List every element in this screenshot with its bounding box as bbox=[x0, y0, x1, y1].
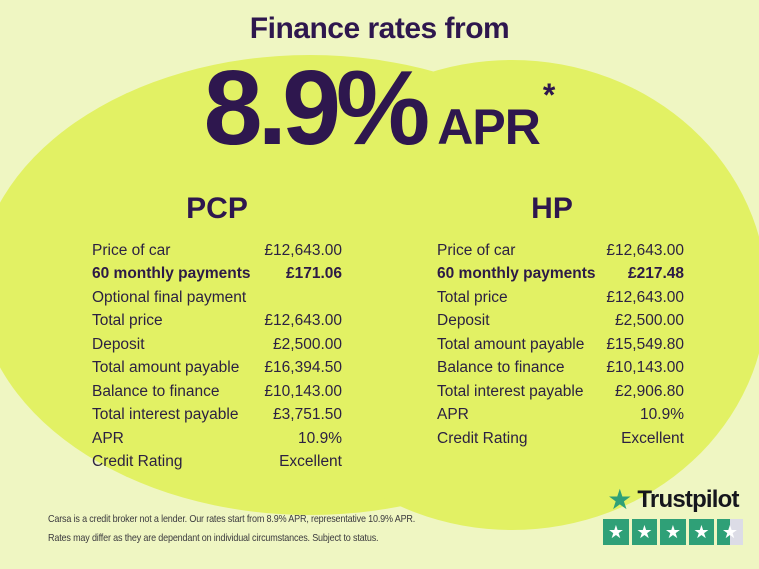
star-icon: ★ bbox=[721, 521, 739, 542]
table-row: Total interest payable £3,751.50 bbox=[92, 404, 342, 428]
row-label: Balance to finance bbox=[437, 359, 565, 377]
table-row: Optional final payment bbox=[92, 286, 342, 310]
hp-column-title: HP bbox=[531, 192, 573, 225]
star-icon: ★ bbox=[636, 521, 653, 542]
row-value: £12,643.00 bbox=[264, 241, 342, 259]
legal-disclaimer-line1: Carsa is a credit broker not a lender. O… bbox=[48, 513, 416, 525]
row-value: £10,143.00 bbox=[264, 382, 342, 400]
table-row: Deposit £2,500.00 bbox=[92, 333, 342, 357]
row-label: Price of car bbox=[437, 241, 516, 259]
row-label: Credit Rating bbox=[92, 453, 183, 471]
trustpilot-star-2: ★ bbox=[631, 519, 658, 545]
row-label: Deposit bbox=[92, 335, 145, 353]
legal-disclaimer: Carsa is a credit broker not a lender. O… bbox=[48, 510, 495, 548]
headline-rate-value: 8.9% bbox=[203, 49, 431, 167]
row-value: Excellent bbox=[279, 453, 342, 471]
table-row: Balance to finance £10,143.00 bbox=[92, 380, 342, 404]
row-value: £217.48 bbox=[627, 265, 684, 283]
headline-rate-unit: APR bbox=[437, 99, 541, 155]
row-label: Total interest payable bbox=[92, 406, 239, 424]
row-label: Balance to finance bbox=[92, 382, 220, 400]
row-value: £12,643.00 bbox=[264, 312, 342, 330]
table-row: Deposit £2,500.00 bbox=[437, 310, 684, 334]
trustpilot-star-1: ★ bbox=[603, 519, 629, 545]
trustpilot-widget: ★ Trustpilot ★ ★ ★ ★ ★ bbox=[603, 486, 743, 545]
row-value: £2,906.80 bbox=[615, 382, 684, 400]
row-value: £2,500.00 bbox=[273, 335, 342, 353]
headline-asterisk: * bbox=[542, 77, 556, 113]
row-value: £15,549.80 bbox=[606, 335, 684, 353]
row-value: 10.9% bbox=[298, 429, 342, 447]
row-label: Credit Rating bbox=[437, 429, 528, 447]
row-value: Excellent bbox=[621, 429, 684, 447]
trustpilot-star-3: ★ bbox=[660, 519, 686, 545]
table-row-monthly-payment: 60 monthly payments £217.48 bbox=[437, 263, 684, 287]
row-label: Total price bbox=[92, 312, 163, 330]
table-row: APR 10.9% bbox=[437, 404, 684, 428]
row-value: £2,500.00 bbox=[615, 312, 684, 330]
star-icon: ★ bbox=[693, 521, 710, 542]
row-value: £3,751.50 bbox=[273, 406, 342, 424]
row-value: 10.9% bbox=[640, 406, 684, 424]
row-value: £12,643.00 bbox=[606, 241, 684, 259]
table-row: Credit Rating Excellent bbox=[437, 427, 684, 451]
row-value: £10,143.00 bbox=[606, 359, 684, 377]
star-icon: ★ bbox=[664, 521, 682, 542]
table-row: Total amount payable £16,394.50 bbox=[92, 357, 342, 381]
trustpilot-star-icon: ★ bbox=[607, 484, 633, 515]
table-row-monthly-payment: 60 monthly payments £171.06 bbox=[92, 263, 342, 287]
row-label: APR bbox=[92, 429, 124, 447]
hp-finance-table: Price of car £12,643.00 60 monthly payme… bbox=[437, 239, 684, 451]
row-label: 60 monthly payments bbox=[92, 265, 251, 283]
trustpilot-wordmark: Trustpilot bbox=[637, 486, 739, 513]
pcp-column-title: PCP bbox=[186, 192, 248, 225]
pcp-finance-table: Price of car £12,643.00 60 monthly payme… bbox=[92, 239, 342, 474]
headline-kicker: Finance rates from bbox=[249, 12, 510, 45]
table-row: Price of car £12,643.00 bbox=[437, 239, 684, 263]
row-label: 60 monthly payments bbox=[437, 265, 596, 283]
table-row: Total price £12,643.00 bbox=[437, 286, 684, 310]
table-row: Total price £12,643.00 bbox=[92, 310, 342, 334]
row-label: Total amount payable bbox=[437, 335, 585, 353]
row-value: £171.06 bbox=[285, 265, 342, 283]
row-value: £16,394.50 bbox=[264, 359, 342, 377]
table-row: APR 10.9% bbox=[92, 427, 342, 451]
row-label: Total amount payable bbox=[92, 359, 240, 377]
headline-rate-group: 8.9% APR * bbox=[0, 55, 759, 161]
table-row: Price of car £12,643.00 bbox=[92, 239, 342, 263]
row-label: Total price bbox=[437, 288, 508, 306]
row-label: Total interest payable bbox=[437, 382, 584, 400]
row-label: Deposit bbox=[437, 312, 490, 330]
background-blob-right bbox=[257, 60, 759, 530]
table-row: Total interest payable £2,906.80 bbox=[437, 380, 684, 404]
row-value: £12,643.00 bbox=[606, 288, 684, 306]
table-row: Credit Rating Excellent bbox=[92, 451, 342, 475]
star-icon: ★ bbox=[607, 521, 625, 542]
table-row: Total amount payable £15,549.80 bbox=[437, 333, 684, 357]
row-label: Price of car bbox=[92, 241, 171, 259]
legal-disclaimer-line2: Rates may differ as they are dependant o… bbox=[48, 532, 379, 544]
trustpilot-logo: ★ Trustpilot bbox=[603, 486, 743, 514]
trustpilot-star-half: ★ bbox=[717, 519, 743, 545]
trustpilot-rating-stars: ★ ★ ★ ★ ★ bbox=[603, 519, 743, 545]
table-row: Balance to finance £10,143.00 bbox=[437, 357, 684, 381]
row-label: APR bbox=[437, 406, 469, 424]
row-label: Optional final payment bbox=[92, 288, 247, 306]
trustpilot-star-4: ★ bbox=[688, 519, 715, 545]
